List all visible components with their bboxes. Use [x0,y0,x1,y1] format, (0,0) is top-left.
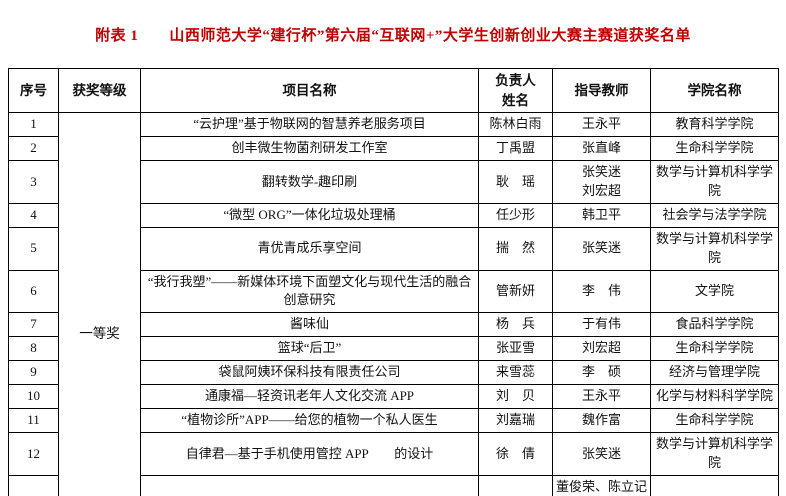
table-row: 10 通康福—轻资讯老年人文化交流 APP 刘 贝王永平 化学与材料科学学院 [8,384,779,410]
award-table-body: 1 一等奖 “云护理”基于物联网的智慧养老服务项目 陈林白雨 王永平 教育科学学院 2 创丰微… [8,112,779,496]
cell-project-name: 创丰微生物菌剂研发工作室 [140,136,479,162]
cell-serial-number: 12 [8,432,59,476]
cell-serial-number: 2 [8,136,59,162]
header-no: 序号 [8,67,59,114]
cell-serial-number: 4 [8,202,59,228]
cell-college-name: 社会学与法学学院 [650,202,779,228]
cell-project-name: 自律君—基于手机使用管控 APP 的设计 [140,432,479,476]
cell-college-name: 数学与计算机科学学院 [650,160,779,204]
cell-leader-name: 揣 然 [478,226,553,271]
table-row: 11 “植物诊所”APP——给您的植物一个私人医生 刘嘉瑞 魏作富 生命科学学院 [8,408,779,434]
cell-advisor-names: 李 伟 [552,269,651,314]
cell-advisor-names: 王永平 [552,384,651,410]
cell-serial-number: 13 [8,474,59,496]
table-row: 5 青优青成乐享空间揣 然张笑迷 数学与计算机科学学院 [8,226,779,271]
cell-serial-number: 11 [8,408,59,434]
cell-college-name: 生命科学学院 [650,408,779,434]
cell-leader-name: 张亚雪 [478,336,553,362]
cell-project-name: 翻转数学-趣印刷 [140,160,479,204]
cell-college-name: 数学与计算机科学学院 [650,474,779,496]
cell-leader-name: 高媛媛 [478,474,553,496]
cell-advisor-names: 魏作富 [552,408,651,434]
cell-serial-number: 3 [8,160,59,204]
document-title: 附表 1 山西师范大学“建行杯”第六届“互联网+”大学生创新创业大赛主赛道获奖名… [95,28,691,44]
cell-project-name: “植物诊所”APP——给您的植物一个私人医生 [140,408,479,434]
cell-advisor-names: 李 硕 [552,360,651,386]
cell-advisor-names: 刘宏超 [552,336,651,362]
cell-project-name: 青优青成乐享空间 [140,226,479,271]
table-row: 13 LKing——全球高校网络约拍平台+文化创意传播高媛媛董俊荣、陈立记 王增剑… [8,474,779,496]
cell-leader-name: 刘嘉瑞 [478,408,553,434]
cell-serial-number: 1 [8,112,59,138]
cell-college-name: 生命科学学院 [650,136,779,162]
cell-award-level: 一等奖 [58,112,141,496]
cell-project-name: 通康福—轻资讯老年人文化交流 APP [140,384,479,410]
header-college: 学院名称 [650,67,779,114]
cell-serial-number: 7 [8,312,59,338]
cell-project-name: 袋鼠阿姨环保科技有限责任公司 [140,360,479,386]
cell-leader-name: 任少形 [478,202,553,228]
cell-serial-number: 9 [8,360,59,386]
cell-serial-number: 10 [8,384,59,410]
cell-leader-name: 耿 瑶 [478,160,553,204]
cell-leader-name: 陈林白雨 [478,112,553,138]
header-project: 项目名称 [140,67,479,114]
cell-advisor-names: 董俊荣、陈立记 王增剑、饶二保 张笑迷、曹钟尹 王 琛、裴 珺 [552,474,651,496]
cell-leader-name: 管新妍 [478,269,553,314]
header-leader: 负责人 姓名 [478,67,553,114]
cell-advisor-names: 张直峰 [552,136,651,162]
cell-college-name: 食品科学学院 [650,312,779,338]
cell-project-name: “云护理”基于物联网的智慧养老服务项目 [140,112,479,138]
cell-college-name: 文学院 [650,269,779,314]
cell-college-name: 数学与计算机科学学院 [650,432,779,476]
cell-college-name: 经济与管理学院 [650,360,779,386]
award-table-header: 序号 获奖等级 项目名称 负责人 姓名 指导教师 学院名称 [8,67,779,114]
cell-advisor-names: 于有伟 [552,312,651,338]
cell-college-name: 教育科学学院 [650,112,779,138]
cell-project-name: “我行我塑”——新媒体环境下面塑文化与现代生活的融合创意研究 [140,269,479,314]
table-row: 9 袋鼠阿姨环保科技有限责任公司 来雪蕊李 硕经济与管理学院 [8,360,779,386]
header-award: 获奖等级 [58,67,141,114]
cell-college-name: 生命科学学院 [650,336,779,362]
header-row: 序号 获奖等级 项目名称 负责人 姓名 指导教师 学院名称 [8,67,779,114]
cell-project-name: LKing——全球高校网络约拍平台+文化创意传播 [140,474,479,496]
cell-advisor-names: 王永平 [552,112,651,138]
table-row: 4 “微型 ORG”一体化垃圾处理桶 任少形 韩卫平 社会学与法学学院 [8,202,779,228]
table-row: 8 篮球“后卫” 张亚雪 刘宏超 生命科学学院 [8,336,779,362]
cell-serial-number: 6 [8,269,59,314]
cell-leader-name: 刘 贝 [478,384,553,410]
cell-college-name: 化学与材料科学学院 [650,384,779,410]
cell-leader-name: 丁禹盟 [478,136,553,162]
cell-project-name: 篮球“后卫” [140,336,479,362]
table-row: 2 创丰微生物菌剂研发工作室 丁禹盟 张直峰 生命科学学院 [8,136,779,162]
cell-advisor-names: 张笑迷 [552,226,651,271]
table-row: 3 翻转数学-趣印刷耿 瑶张笑迷 刘宏超 数学与计算机科学学院 [8,160,779,204]
award-table: 序号 获奖等级 项目名称 负责人 姓名 指导教师 学院名称 1 一等奖 “云护理”基… [8,67,779,496]
cell-leader-name: 来雪蕊 [478,360,553,386]
table-row: 7 酱味仙杨 兵于有伟 食品科学学院 [8,312,779,338]
cell-advisor-names: 张笑迷 刘宏超 [552,160,651,204]
table-row: 12 自律君—基于手机使用管控 APP 的设计徐 倩张笑迷 数学与计算机科学学院 [8,432,779,476]
cell-advisor-names: 张笑迷 [552,432,651,476]
cell-serial-number: 8 [8,336,59,362]
cell-project-name: 酱味仙 [140,312,479,338]
cell-project-name: “微型 ORG”一体化垃圾处理桶 [140,202,479,228]
cell-serial-number: 5 [8,226,59,271]
header-advisor: 指导教师 [552,67,651,114]
cell-college-name: 数学与计算机科学学院 [650,226,779,271]
cell-leader-name: 徐 倩 [478,432,553,476]
table-row: 1 一等奖 “云护理”基于物联网的智慧养老服务项目 陈林白雨 王永平 教育科学学院 [8,112,779,496]
cell-leader-name: 杨 兵 [478,312,553,338]
cell-advisor-names: 韩卫平 [552,202,651,228]
